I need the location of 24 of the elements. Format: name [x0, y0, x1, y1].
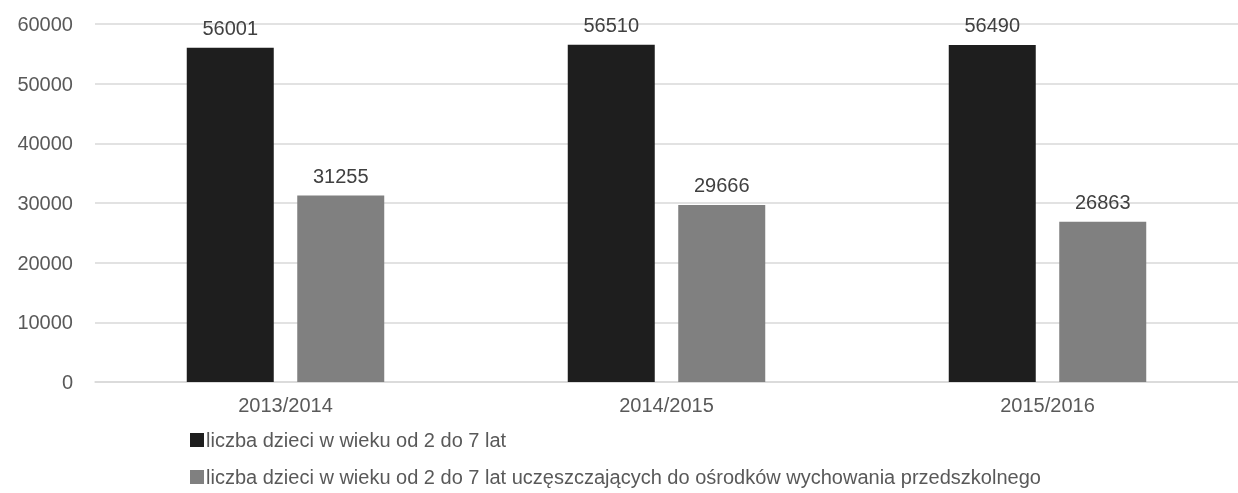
- y-tick-label: 40000: [17, 132, 73, 155]
- y-tick-label: 30000: [17, 192, 73, 214]
- data-label: 29666: [693, 173, 750, 196]
- legend-label: liczba dzieci w wieku od 2 do 7 lat uczęszczających do ośrodków wychowania przedszkolnego: [206, 466, 1041, 488]
- data-label: 56510: [583, 13, 640, 36]
- data-label: 26863: [1074, 190, 1131, 213]
- y-tick-label: 10000: [17, 311, 73, 334]
- x-tick-label: 2014/2015: [619, 394, 714, 416]
- y-tick-label: 20000: [17, 251, 73, 274]
- data-label: 31255: [312, 164, 369, 187]
- y-tick-label: 60000: [17, 13, 73, 35]
- data-label: 56490: [964, 13, 1021, 36]
- y-tick-label: 50000: [17, 72, 73, 95]
- y-tick-label: 0: [61, 371, 73, 393]
- bar: [186, 47, 274, 382]
- bar: [948, 44, 1036, 382]
- legend-label: liczba dzieci w wieku od 2 do 7 lat: [206, 429, 507, 451]
- x-tick-label: 2013/2014: [238, 394, 333, 416]
- data-label: 56001: [202, 16, 259, 39]
- bar: [678, 204, 766, 382]
- bar: [567, 44, 655, 382]
- bar: [297, 195, 385, 382]
- bar: [1059, 221, 1147, 382]
- x-tick-label: 2015/2016: [1000, 394, 1095, 416]
